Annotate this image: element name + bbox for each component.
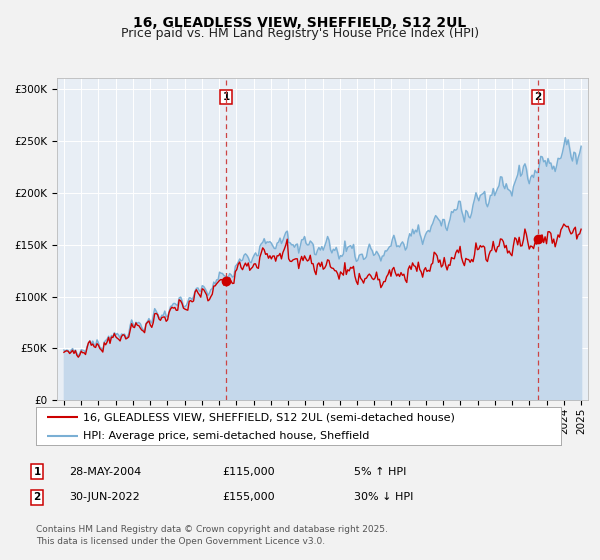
Text: 28-MAY-2004: 28-MAY-2004 bbox=[69, 466, 141, 477]
Text: 1: 1 bbox=[34, 466, 41, 477]
Text: HPI: Average price, semi-detached house, Sheffield: HPI: Average price, semi-detached house,… bbox=[83, 431, 370, 441]
Text: £155,000: £155,000 bbox=[222, 492, 275, 502]
Text: 5% ↑ HPI: 5% ↑ HPI bbox=[354, 466, 406, 477]
Text: 1: 1 bbox=[223, 92, 230, 102]
Text: Contains HM Land Registry data © Crown copyright and database right 2025.
This d: Contains HM Land Registry data © Crown c… bbox=[36, 525, 388, 546]
Text: 16, GLEADLESS VIEW, SHEFFIELD, S12 2UL: 16, GLEADLESS VIEW, SHEFFIELD, S12 2UL bbox=[133, 16, 467, 30]
Text: 30-JUN-2022: 30-JUN-2022 bbox=[69, 492, 140, 502]
Text: Price paid vs. HM Land Registry's House Price Index (HPI): Price paid vs. HM Land Registry's House … bbox=[121, 27, 479, 40]
Text: £115,000: £115,000 bbox=[222, 466, 275, 477]
Text: 30% ↓ HPI: 30% ↓ HPI bbox=[354, 492, 413, 502]
Text: 2: 2 bbox=[535, 92, 542, 102]
Text: 16, GLEADLESS VIEW, SHEFFIELD, S12 2UL (semi-detached house): 16, GLEADLESS VIEW, SHEFFIELD, S12 2UL (… bbox=[83, 412, 455, 422]
Text: 2: 2 bbox=[34, 492, 41, 502]
